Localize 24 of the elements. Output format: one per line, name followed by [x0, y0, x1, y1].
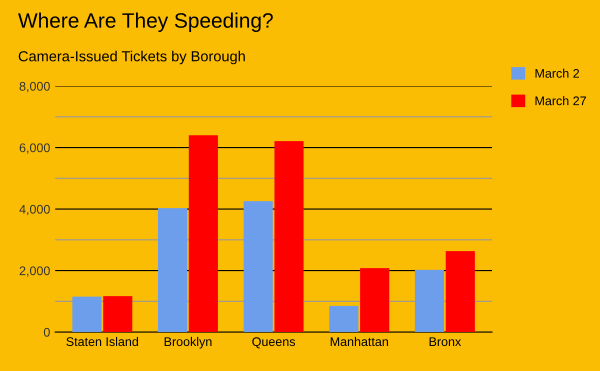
bar	[188, 135, 218, 332]
x-tick-label: Brooklyn	[164, 336, 212, 349]
chart-title: Where Are They Speeding?	[18, 12, 273, 32]
bar	[360, 268, 390, 332]
bar	[329, 306, 358, 332]
x-tick-label: Bronx	[430, 337, 462, 346]
y-tick-label: 6,000	[20, 143, 50, 154]
x-tick-label: Staten Island	[66, 336, 138, 346]
bar	[72, 296, 102, 332]
x-tick-label: Queens	[252, 337, 296, 348]
y-tick-label: 8,000	[20, 82, 50, 92]
bar	[103, 296, 132, 332]
bar	[158, 208, 188, 332]
legend-label: March 27	[536, 96, 586, 106]
legend-label: March 2	[536, 68, 580, 78]
chart-subtitle: Camera-Issued Tickets by Borough	[18, 50, 245, 64]
bar	[274, 141, 304, 332]
bar	[446, 251, 475, 332]
y-tick-label: 0	[44, 328, 50, 337]
bar	[244, 201, 273, 332]
bar	[414, 270, 444, 332]
x-tick-label: Manhattan	[330, 336, 388, 346]
y-tick-label: 4,000	[19, 204, 50, 216]
y-tick-label: 2,000	[20, 266, 50, 277]
